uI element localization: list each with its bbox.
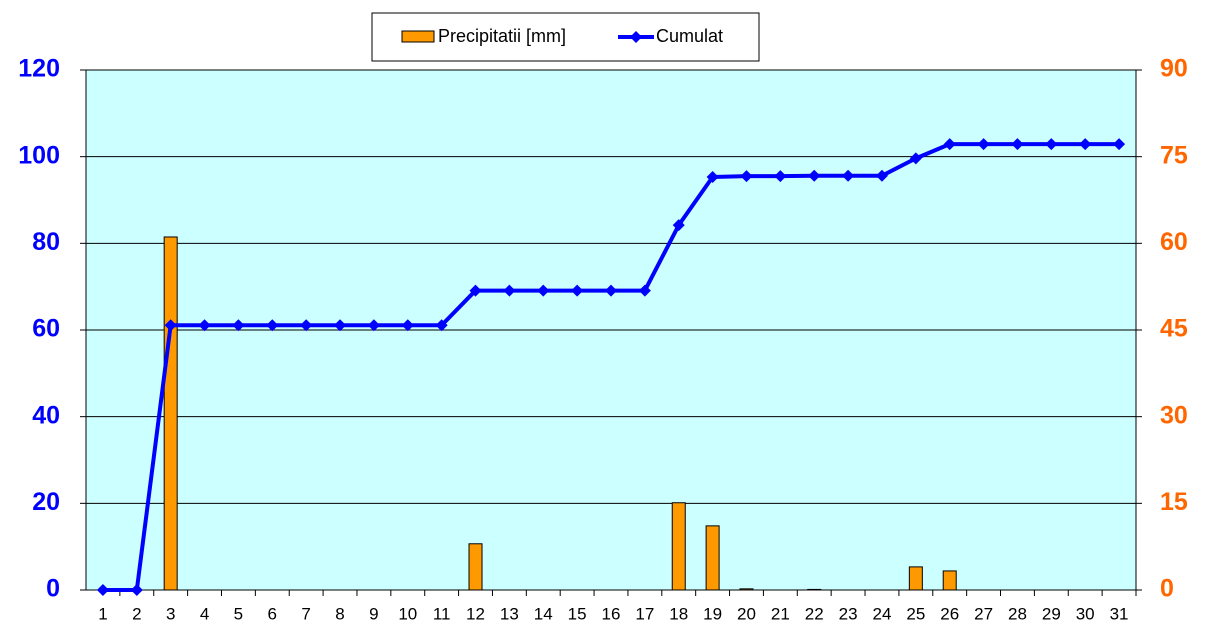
legend-swatch [401, 30, 435, 43]
bar [468, 543, 483, 591]
x-tick-label: 8 [335, 604, 344, 623]
y-tick-label: 20 [32, 488, 60, 516]
x-tick-label: 20 [737, 604, 756, 623]
marker [1113, 138, 1126, 151]
y-tick-label: 0 [46, 575, 60, 603]
marker [571, 284, 584, 297]
y-tick-label: 120 [18, 55, 60, 83]
y2-tick-label: 15 [1160, 488, 1188, 516]
y2-tick-label: 0 [1160, 575, 1174, 603]
x-tick-label: 7 [301, 604, 310, 623]
x-tick-label: 29 [1042, 604, 1061, 623]
x-tick-label: 18 [669, 604, 688, 623]
legend-label: Precipitatii [mm] [438, 26, 566, 46]
x-tick-label: 16 [602, 604, 621, 623]
marker [130, 584, 143, 596]
y2-tick-label: 75 [1160, 141, 1188, 169]
x-tick-label: 26 [940, 604, 959, 623]
x-tick-label: 24 [873, 604, 892, 623]
x-tick-label: 14 [534, 604, 553, 623]
marker [638, 284, 651, 297]
x-tick-label: 25 [906, 604, 925, 623]
x-tick-label: 17 [635, 604, 654, 623]
x-tick-label: 11 [433, 604, 451, 623]
marker [435, 319, 448, 332]
marker [232, 319, 245, 332]
x-tick-label: 6 [268, 604, 277, 623]
x-tick-label: 9 [369, 604, 378, 623]
x-tick-label: 2 [132, 604, 141, 623]
x-tick-label: 30 [1076, 604, 1095, 623]
marker [909, 152, 922, 165]
marker [1045, 138, 1058, 151]
bar [163, 236, 178, 591]
marker [266, 319, 279, 332]
marker [401, 319, 414, 332]
marker [1079, 138, 1092, 151]
marker [672, 219, 685, 232]
legend-label: Cumulat [656, 26, 723, 46]
marker [334, 319, 347, 332]
x-tick-label: 12 [466, 604, 485, 623]
y-tick-label: 40 [32, 401, 60, 429]
marker [605, 284, 617, 297]
marker [96, 584, 109, 596]
x-tick-label: 27 [974, 604, 993, 623]
marker [740, 170, 753, 183]
x-tick-label: 23 [839, 604, 858, 623]
marker [977, 138, 990, 151]
marker [808, 169, 821, 182]
bar [705, 525, 720, 591]
marker [1011, 138, 1024, 151]
x-tick-label: 22 [805, 604, 824, 623]
x-tick-label: 1 [98, 604, 107, 623]
marker [943, 138, 956, 151]
x-tick-label: 15 [568, 604, 587, 623]
marker [469, 284, 482, 297]
marker [164, 319, 177, 332]
y-tick-label: 100 [18, 141, 60, 169]
y2-tick-label: 30 [1160, 401, 1188, 429]
bar [908, 566, 923, 591]
y-tick-label: 80 [32, 228, 60, 256]
legend-box [371, 12, 760, 62]
marker [537, 284, 550, 297]
marker [875, 169, 888, 182]
x-tick-label: 5 [234, 604, 243, 623]
x-tick-label: 31 [1110, 604, 1129, 623]
y2-tick-label: 90 [1160, 55, 1188, 83]
x-tick-label: 13 [500, 604, 519, 623]
marker [706, 171, 719, 184]
bar [942, 570, 957, 591]
y2-tick-label: 60 [1160, 228, 1188, 256]
marker [367, 319, 380, 332]
bar [671, 502, 686, 591]
marker [842, 169, 855, 182]
x-tick-label: 28 [1008, 604, 1027, 623]
bar [807, 588, 822, 591]
legend-marker [630, 31, 642, 43]
marker [503, 284, 516, 297]
bar [739, 588, 754, 591]
marker [774, 170, 787, 183]
x-tick-label: 19 [703, 604, 722, 623]
x-tick-label: 10 [398, 604, 417, 623]
y2-tick-label: 45 [1160, 315, 1188, 343]
marker [300, 319, 313, 332]
x-tick-label: 21 [771, 604, 790, 623]
marker [198, 319, 211, 332]
x-tick-label: 3 [166, 604, 175, 623]
y-tick-label: 60 [32, 315, 60, 343]
x-tick-label: 4 [200, 604, 209, 623]
